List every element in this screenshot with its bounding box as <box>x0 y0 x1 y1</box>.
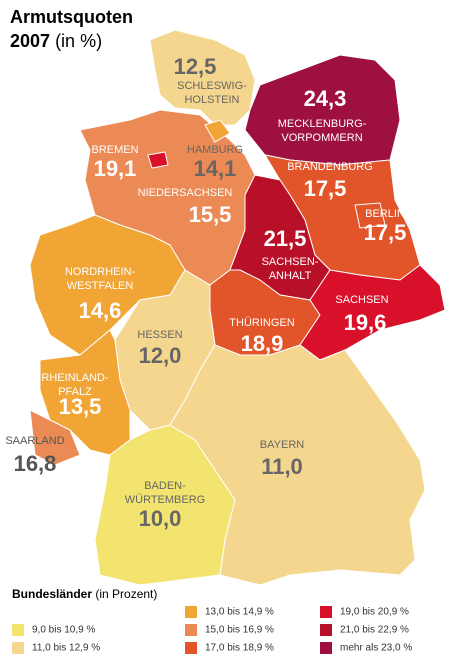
legend-swatch <box>12 624 24 636</box>
legend-swatch <box>320 642 332 654</box>
state-name: SCHLESWIG- <box>177 80 247 92</box>
state-area <box>147 151 169 169</box>
state-value: 19,1 <box>94 156 137 181</box>
state-name: WESTFALEN <box>67 280 134 292</box>
state-name: HAMBURG <box>187 144 243 156</box>
legend-heading: Bundesländer <box>12 587 92 601</box>
state-name: NIEDERSACHSEN <box>138 187 233 199</box>
state-name: BREMEN <box>91 144 138 156</box>
state-name: BAYERN <box>260 439 304 451</box>
legend-label: 11,0 bis 12,9 % <box>32 643 100 654</box>
legend-swatch <box>12 642 24 654</box>
state-name: HOLSTEIN <box>184 94 239 106</box>
legend-label: 21,0 bis 22,9 % <box>340 625 409 636</box>
state-name: HESSEN <box>137 329 182 341</box>
state-value: 17,5 <box>364 220 407 245</box>
state-name: ANHALT <box>269 270 312 282</box>
state-name: SAARLAND <box>5 435 64 447</box>
state-name: VORPOMMERN <box>281 132 362 144</box>
state-value: 15,5 <box>189 202 232 227</box>
state-name: WÜRTEMBERG <box>125 494 205 506</box>
title-unit: (in %) <box>55 31 102 51</box>
legend-title: Bundesländer (in Prozent) <box>12 587 157 601</box>
state-area <box>29 409 81 466</box>
state-area <box>149 29 256 126</box>
title-year: 2007 <box>10 31 50 51</box>
state-value: 17,5 <box>304 176 347 201</box>
state-name: NORDRHEIN- <box>65 266 136 278</box>
legend-label: 19,0 bis 20,9 % <box>340 607 409 618</box>
state-value: 19,6 <box>344 310 387 335</box>
state-name: BERLIN <box>365 208 405 220</box>
state-value: 18,9 <box>241 331 284 356</box>
legend-label: 13,0 bis 14,9 % <box>205 607 274 618</box>
state-value: 11,0 <box>261 454 303 479</box>
title: Armutsquoten <box>10 7 133 27</box>
legend-swatch <box>185 624 197 636</box>
state-value: 12,0 <box>139 343 182 368</box>
state-name: BADEN- <box>144 480 186 492</box>
state-name: BRANDENBURG <box>287 161 373 173</box>
state-value: 21,5 <box>264 226 307 251</box>
state-area <box>204 119 231 143</box>
legend-label: mehr als 23,0 % <box>340 643 412 654</box>
state-value: 12,5 <box>174 54 217 79</box>
state-value: 16,8 <box>14 451 57 476</box>
state-name: SACHSEN <box>335 294 388 306</box>
state-value: 14,6 <box>79 298 122 323</box>
state-name: RHEINLAND- <box>41 372 109 384</box>
legend-swatch <box>320 624 332 636</box>
legend-sub: (in Prozent) <box>95 587 157 601</box>
state-value: 13,5 <box>59 394 102 419</box>
state-value: 24,3 <box>304 86 347 111</box>
state-value: 14,1 <box>194 156 237 181</box>
legend-swatch <box>320 606 332 618</box>
state-name: PFALZ <box>58 386 92 398</box>
state-area <box>354 202 386 229</box>
legend-label: 17,0 bis 18,9 % <box>205 643 274 654</box>
legend-label: 9,0 bis 10,9 % <box>32 625 95 636</box>
state-name: SACHSEN- <box>262 256 319 268</box>
state-value: 10,0 <box>139 506 182 531</box>
legend-swatch <box>185 606 197 618</box>
subtitle: 2007 (in %) <box>10 31 102 51</box>
legend-swatch <box>185 642 197 654</box>
state-name: THÜRINGEN <box>229 317 294 329</box>
state-name: MECKLENBURG- <box>278 118 367 130</box>
state-area <box>169 344 426 586</box>
legend-label: 15,0 bis 16,9 % <box>205 625 274 636</box>
